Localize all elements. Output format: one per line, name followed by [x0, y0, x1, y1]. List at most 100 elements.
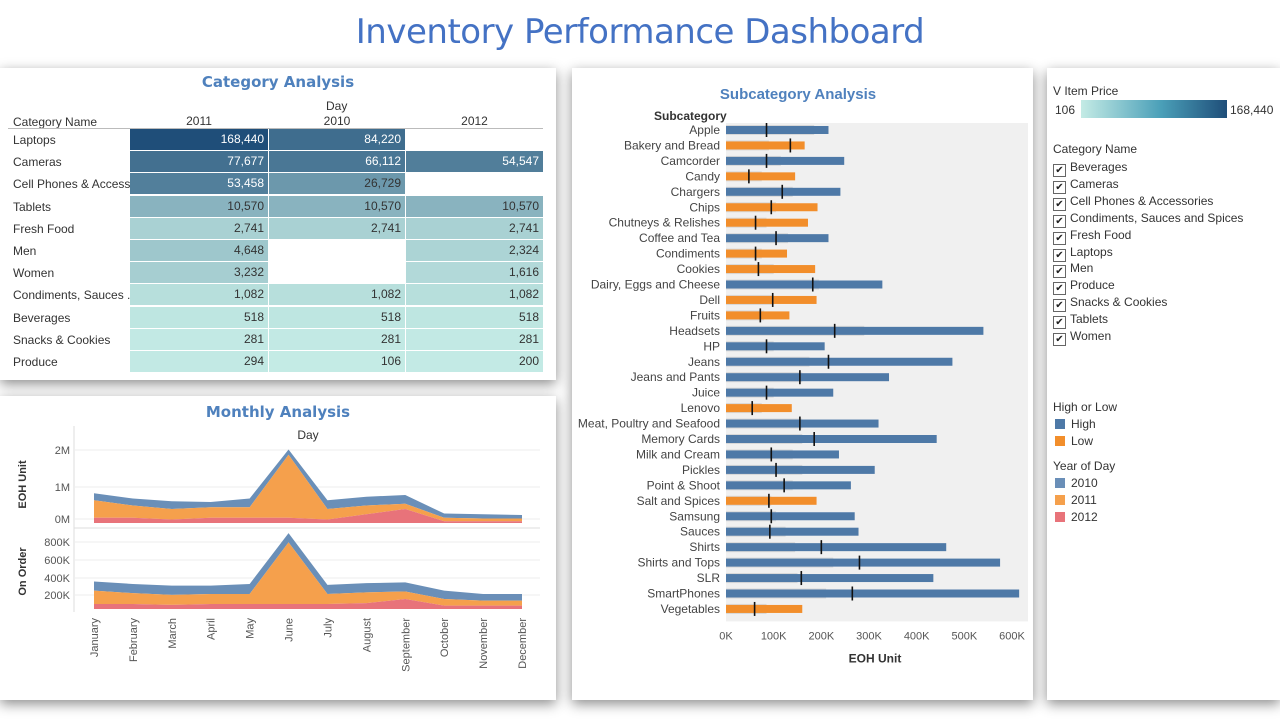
monthly-analysis-title: Monthly Analysis: [205, 403, 351, 421]
highlow-legend-item: Low: [1055, 433, 1093, 449]
x-tick-label: 300K: [856, 630, 882, 642]
subcategory-bar[interactable]: [726, 450, 839, 459]
subcategory-bar[interactable]: [726, 435, 937, 443]
subcategory-bar[interactable]: [726, 265, 816, 274]
category-filter-item[interactable]: ✔ Snacks & Cookies: [1053, 294, 1167, 313]
subcategory-bar[interactable]: [726, 543, 947, 552]
subcategory-bar[interactable]: [726, 172, 796, 181]
subcategory-bar[interactable]: [726, 218, 808, 227]
category-value-cell: 1,082: [130, 284, 268, 306]
subcategory-label: Dell: [699, 293, 720, 307]
category-filter-item[interactable]: ✔ Cell Phones & Accessories: [1053, 193, 1213, 211]
subcategory-bar[interactable]: [726, 496, 817, 505]
subcategory-bar[interactable]: [726, 295, 817, 304]
checkbox-icon[interactable]: ✔: [1053, 214, 1066, 228]
category-filter-item[interactable]: ✔ Condiments, Sauces and Spices: [1053, 210, 1243, 228]
subcategory-bar[interactable]: [726, 234, 829, 243]
category-row-label: Tablets: [13, 199, 52, 214]
category-row-label: Women: [13, 266, 55, 281]
checkbox-icon[interactable]: ✔: [1053, 316, 1066, 330]
monthly-area-chart: Day EOH Unit 2M 1M 0M On Order 800K 600K 400K 200…: [17, 426, 540, 672]
category-filter-item[interactable]: ✔ Cameras: [1053, 176, 1119, 194]
subcategory-label: Shirts and Tops: [638, 556, 721, 570]
checkbox-icon[interactable]: ✔: [1053, 248, 1066, 262]
year-legend-label: 2011: [1071, 493, 1097, 507]
month-label: November: [478, 618, 490, 669]
subcategory-label: Jeans: [688, 355, 720, 369]
subcategory-label: Chutneys & Relishes: [609, 216, 720, 230]
month-label: March: [167, 618, 179, 649]
subcategory-bar[interactable]: [726, 465, 875, 474]
subcategory-bar[interactable]: [726, 388, 834, 397]
category-value-cell: 10,570: [269, 195, 405, 217]
subcategory-bar[interactable]: [726, 342, 825, 351]
highlow-legend-item: High: [1055, 416, 1096, 432]
month-label: August: [361, 618, 373, 652]
checkbox-icon[interactable]: ✔: [1053, 164, 1066, 177]
category-filter-item[interactable]: ✔ Laptops: [1053, 244, 1113, 262]
subcategory-bar[interactable]: [726, 512, 855, 521]
onorder-tick: 200K: [44, 590, 70, 602]
subcategory-bar[interactable]: [726, 187, 841, 196]
price-legend-min: 106: [1055, 103, 1076, 117]
category-filter-item[interactable]: ✔ Tablets: [1053, 311, 1109, 330]
color-swatch: [1055, 419, 1065, 429]
onorder-tick: 600K: [44, 555, 70, 567]
month-label: January: [89, 618, 101, 658]
checkbox-icon[interactable]: ✔: [1053, 299, 1066, 313]
year-legend-item: 2010: [1055, 475, 1098, 491]
subcategory-bar[interactable]: [726, 574, 934, 583]
checkbox-icon[interactable]: ✔: [1053, 180, 1066, 194]
subcategory-label: Cookies: [677, 262, 720, 276]
month-label: April: [206, 618, 218, 640]
subcategory-bar[interactable]: [726, 311, 790, 320]
subcategory-bar[interactable]: [726, 604, 803, 613]
category-filter-item[interactable]: ✔ Women: [1053, 328, 1111, 346]
category-value-cell: 66,112: [269, 151, 405, 173]
eoh-area-2011: [94, 454, 522, 522]
subcategory-label: Apple: [689, 123, 720, 137]
category-analysis-title: Category Analysis: [201, 73, 355, 91]
legends-panel: V Item Price 106 168,440 Category Name ✔…: [1047, 68, 1280, 700]
subcategory-label: Condiments: [656, 247, 720, 261]
subcategory-label: Dairy, Eggs and Cheese: [591, 278, 721, 292]
subcategory-bar[interactable]: [726, 373, 890, 382]
onorder-area-2011: [94, 542, 522, 606]
category-filter-label: Tablets: [1070, 312, 1109, 327]
subcategory-bar[interactable]: [726, 558, 1001, 567]
category-value-cell: 26,729: [269, 173, 405, 195]
category-analysis-panel: Category Analysis Day Category Name 2011…: [0, 68, 556, 380]
checkbox-icon[interactable]: ✔: [1053, 197, 1066, 211]
checkbox-icon[interactable]: ✔: [1053, 265, 1066, 279]
price-color-gradient: [1081, 100, 1227, 118]
category-filter-item[interactable]: ✔ Beverages: [1053, 159, 1127, 177]
category-value-cell: 84,220: [269, 129, 405, 150]
year-legend-title: Year of Day: [1053, 459, 1116, 473]
subcategory-bar[interactable]: [726, 141, 805, 150]
eoh-tick: 0M: [55, 514, 70, 526]
checkbox-icon[interactable]: ✔: [1053, 333, 1066, 346]
subcategory-bar[interactable]: [726, 126, 829, 134]
subcategory-bar[interactable]: [726, 481, 851, 490]
category-filter-item[interactable]: ✔ Produce: [1053, 277, 1115, 296]
category-filter-item[interactable]: ✔ Men: [1053, 260, 1094, 279]
checkbox-icon[interactable]: ✔: [1053, 282, 1066, 296]
category-value-cell: [269, 262, 405, 284]
subcategory-bar[interactable]: [726, 326, 984, 335]
month-label: October: [439, 618, 451, 657]
subcategory-bar[interactable]: [726, 589, 1020, 598]
subcategory-bar[interactable]: [726, 249, 788, 258]
x-tick-label: 100K: [761, 630, 787, 642]
month-label: December: [517, 618, 529, 669]
category-value-cell: 281: [130, 328, 268, 350]
subcategory-bar[interactable]: [726, 419, 879, 428]
checkbox-icon[interactable]: ✔: [1053, 231, 1066, 245]
subcategory-bar[interactable]: [726, 357, 953, 366]
subcategory-bar[interactable]: [726, 527, 859, 536]
subcategory-label: Milk and Cream: [636, 447, 720, 461]
subcategory-bar[interactable]: [726, 280, 883, 289]
category-filter-item[interactable]: ✔ Fresh Food: [1053, 227, 1131, 245]
subcategory-bar[interactable]: [726, 156, 845, 165]
category-filter-label: Men: [1070, 261, 1094, 276]
subcategory-bar[interactable]: [726, 404, 792, 413]
